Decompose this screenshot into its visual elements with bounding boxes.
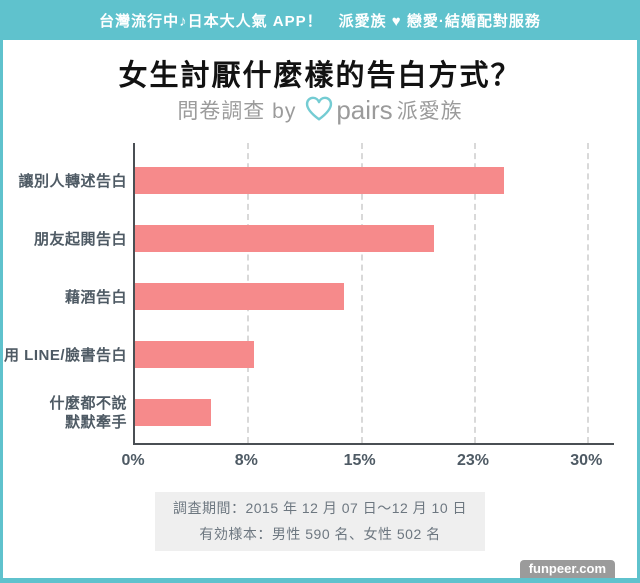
tick-label: 30% — [570, 452, 603, 469]
survey-sample: 有効様本：男性 590 名、女性 502 名 — [199, 526, 441, 542]
plot-area — [133, 143, 614, 445]
category-label: 什麼都不說 默默牽手 — [49, 395, 127, 431]
bar — [135, 399, 211, 426]
survey-period: 調査期間：2015 年 12 月 07 日～12 月 10 日 — [172, 500, 468, 516]
bar-row — [135, 268, 614, 326]
category-label: 用 LINE/臉書告白 — [3, 346, 127, 364]
subtitle: 問卷調查 by pairs 派愛族 — [0, 93, 640, 127]
gridline — [473, 143, 476, 443]
tick-label: 0% — [121, 452, 145, 469]
bar-row — [135, 384, 614, 442]
survey-info-box: 調査期間：2015 年 12 月 07 日～12 月 10 日 有効様本：男性 … — [155, 492, 485, 551]
tick-label: 23% — [456, 452, 489, 469]
bar — [135, 167, 504, 194]
x-axis-ticks: 0% 8% 15% 23% 30% — [121, 452, 612, 472]
brand-name: pairs — [336, 94, 393, 125]
pairs-heart-logo-icon — [296, 93, 334, 127]
gridline — [587, 143, 590, 443]
page-title: 女生討厭什麼樣的告白方式？ — [118, 60, 522, 92]
category-labels: 讓別人轉述告白朋友起閧告白藉酒告白用 LINE/臉書告白什麼都不說 默默牽手 — [0, 143, 127, 443]
bar-rows — [135, 143, 614, 443]
header-banner-text: 台灣流行中♪日本大人氣 APP！ 派愛族 ♥ 戀愛·結婚配對服務 — [99, 12, 541, 30]
header-banner: 台灣流行中♪日本大人氣 APP！ 派愛族 ♥ 戀愛·結婚配對服務 — [0, 0, 640, 40]
gridline — [360, 143, 363, 443]
bar-row — [135, 152, 614, 210]
bar — [135, 225, 435, 252]
category-label: 讓別人轉述告白 — [18, 172, 127, 190]
bar-row — [135, 326, 614, 384]
brand-suffix: 派愛族 — [396, 100, 463, 123]
category-label: 藉酒告白 — [64, 288, 127, 306]
subtitle-prefix: 問卷調查 by — [177, 100, 297, 123]
tick-label: 8% — [234, 452, 258, 469]
bar — [135, 283, 344, 310]
category-label: 朋友起閧告白 — [33, 230, 127, 248]
bar — [135, 341, 255, 368]
watermark-badge: funpeer.com — [519, 560, 615, 578]
bar-row — [135, 210, 614, 268]
tick-label: 15% — [343, 452, 376, 469]
